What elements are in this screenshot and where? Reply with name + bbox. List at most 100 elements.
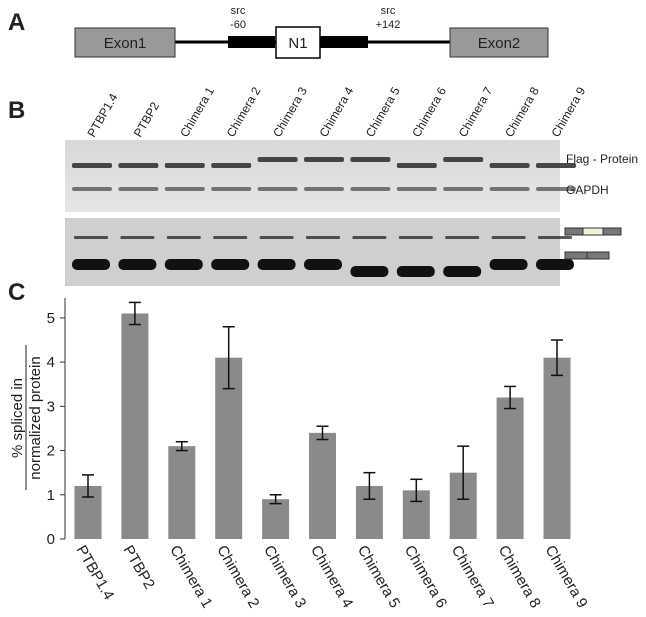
band — [74, 236, 108, 239]
band — [304, 157, 344, 162]
band — [120, 236, 155, 239]
band — [443, 266, 482, 277]
band — [118, 163, 159, 168]
band — [489, 163, 530, 168]
band — [443, 187, 484, 191]
y-tick-label: 5 — [47, 310, 55, 327]
blot-bands — [72, 157, 576, 277]
lane-label: PTBP2 — [131, 99, 162, 139]
insert-label: N1 — [288, 35, 307, 52]
band — [489, 259, 528, 270]
band-label: Flag - Protein — [566, 152, 638, 166]
band — [211, 259, 250, 270]
band — [213, 236, 248, 239]
error-bar — [316, 425, 329, 441]
panel-label: A — [8, 9, 25, 36]
y-tick-label: 2 — [47, 443, 55, 460]
site-label: src — [231, 5, 246, 17]
bar — [496, 397, 524, 539]
error-bar — [551, 339, 563, 377]
band — [396, 187, 437, 191]
lane-label: Chimera 9 — [548, 84, 588, 139]
error-bar — [222, 325, 235, 390]
bar — [543, 357, 571, 539]
bar — [168, 446, 196, 539]
band — [164, 259, 203, 270]
lane-label: Chimera 4 — [316, 84, 356, 139]
error-bar — [504, 385, 517, 410]
band — [72, 163, 112, 168]
bar — [309, 432, 336, 539]
band — [164, 187, 205, 191]
gene-diagram: Exon1 Exon2 N1 src -60 src +142 — [74, 5, 549, 59]
band — [257, 187, 298, 191]
error-bar — [175, 440, 188, 452]
bar — [121, 313, 149, 539]
band — [211, 187, 252, 191]
band — [536, 259, 574, 270]
error-bar — [410, 478, 423, 503]
band — [350, 157, 391, 162]
error-bar — [363, 471, 376, 500]
x-tick-label: PTBP1.4 — [73, 543, 118, 603]
band — [304, 187, 344, 191]
lane-label: Chimera 5 — [363, 84, 403, 139]
band — [257, 259, 296, 270]
y-axis-label: % spliced in — [9, 378, 26, 458]
band — [306, 236, 340, 239]
western-blot — [65, 140, 560, 212]
y-tick-label: 4 — [47, 354, 55, 371]
error-bar — [128, 301, 141, 326]
x-tick-label: Chimera 8 — [495, 543, 544, 611]
rt-pcr-gel — [65, 218, 560, 286]
lane-label: Chimera 3 — [270, 84, 310, 139]
band — [398, 236, 433, 239]
error-bar — [269, 494, 282, 505]
band — [396, 266, 435, 277]
site-label: -60 — [230, 19, 246, 31]
x-tick-label: Chimera 9 — [542, 543, 591, 611]
band — [257, 157, 298, 162]
x-tick-label: Chimera 2 — [213, 543, 262, 611]
x-tick-label: Chimera 1 — [166, 543, 215, 611]
band — [445, 236, 480, 239]
lane-label: Chimera 7 — [456, 84, 496, 139]
x-tick-label: Chimera 6 — [401, 543, 450, 611]
error-bar — [82, 474, 94, 498]
band — [118, 187, 159, 191]
lane-label: PTBP1.4 — [84, 91, 120, 140]
lane-label: Chimera 1 — [177, 84, 217, 139]
exon-label: Exon1 — [104, 35, 147, 52]
y-tick-label: 0 — [47, 531, 55, 548]
band-label: GAPDH — [566, 183, 609, 197]
band — [164, 163, 205, 168]
band — [536, 163, 576, 168]
site-label: +142 — [376, 19, 401, 31]
band — [538, 236, 572, 239]
y-axis-label: normalized protein — [27, 356, 44, 479]
band — [536, 187, 576, 191]
lane-label: Chimera 6 — [409, 84, 449, 139]
band — [489, 187, 530, 191]
band — [443, 157, 484, 162]
panel-label: B — [8, 97, 25, 124]
band — [352, 236, 387, 239]
product-icons — [564, 227, 622, 260]
x-tick-label: Chimera 5 — [354, 543, 403, 611]
site-label: src — [381, 5, 396, 17]
error-bar — [457, 445, 470, 500]
lane-label: Chimera 2 — [224, 84, 264, 139]
band — [118, 259, 157, 270]
x-tick-label: PTBP2 — [119, 543, 157, 593]
band — [350, 187, 391, 191]
band — [72, 259, 110, 270]
x-tick-label: Chimera 3 — [260, 543, 309, 611]
band — [350, 266, 389, 277]
band — [211, 163, 252, 168]
bar — [262, 499, 290, 539]
band — [304, 259, 342, 270]
band — [396, 163, 437, 168]
lane-label: Chimera 8 — [502, 84, 542, 139]
